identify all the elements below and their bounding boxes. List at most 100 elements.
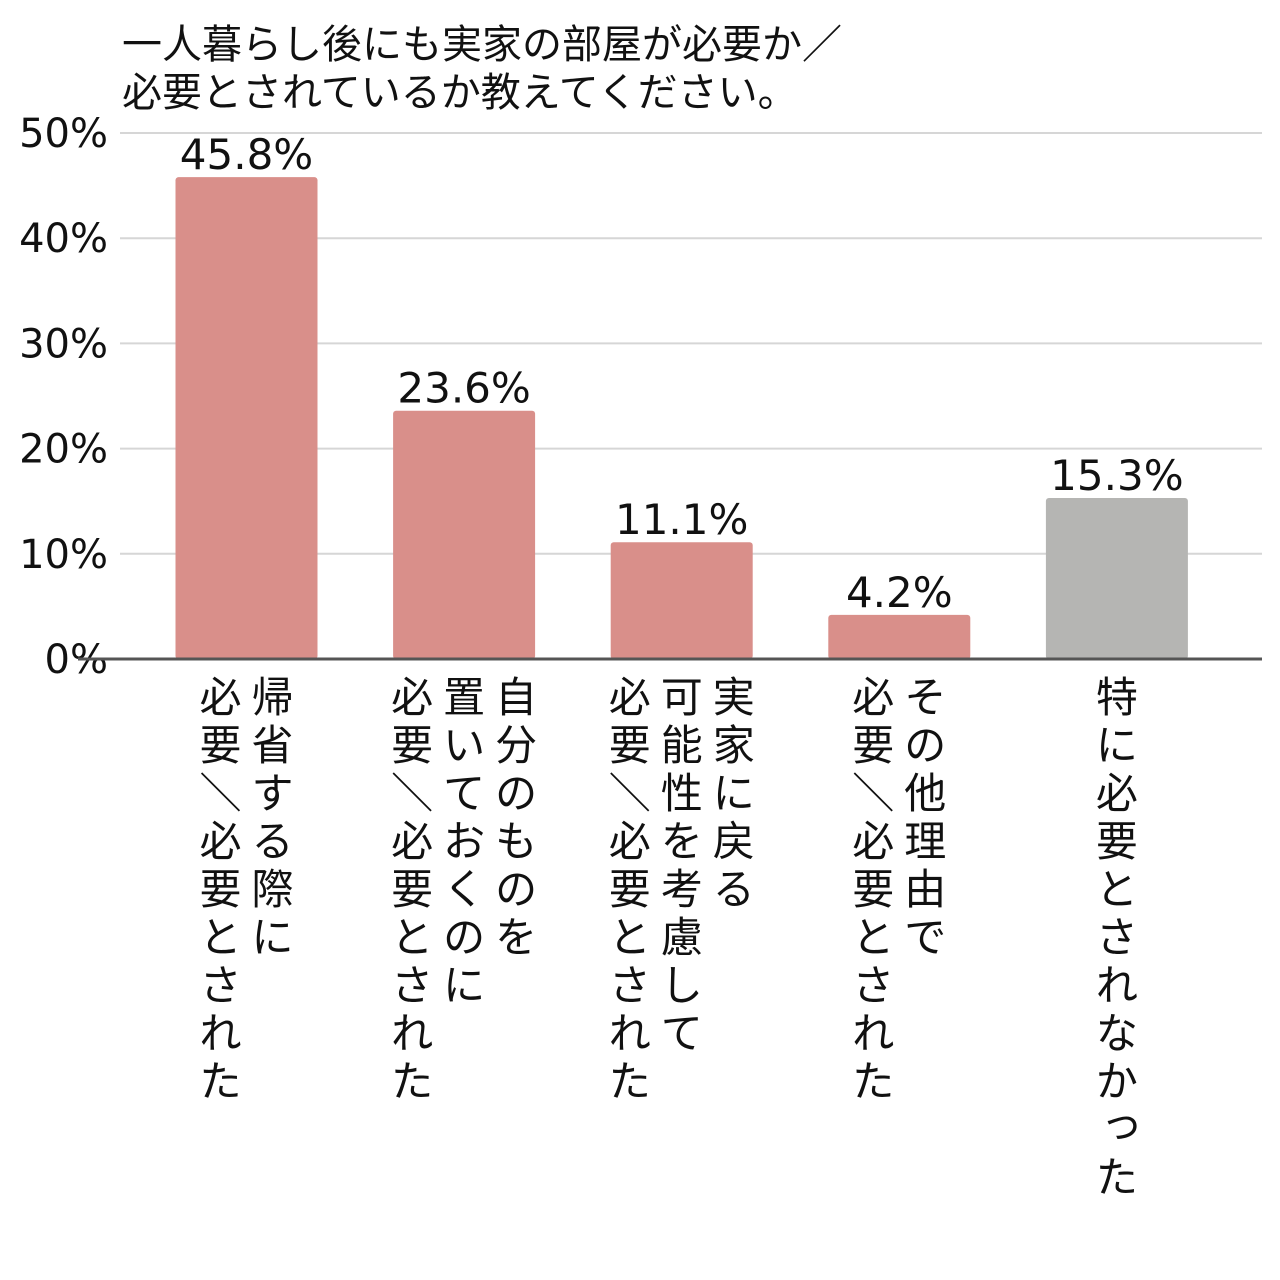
bars xyxy=(175,177,1188,659)
data-label: 23.6% xyxy=(397,364,530,413)
category-label-char: に xyxy=(713,769,755,818)
category-label-char: 要 xyxy=(391,721,433,770)
category-label-char: さ xyxy=(609,961,651,1010)
category-label-char: た xyxy=(391,1057,433,1106)
category-label-char: 必 xyxy=(199,817,241,866)
category-label-char: ＼ xyxy=(199,769,241,818)
category-label-char: と xyxy=(199,913,241,962)
chart-title-line-1: 一人暮らし後にも実家の部屋が必要か／ xyxy=(122,22,842,68)
category-label-char: 要 xyxy=(609,865,651,914)
category-label-char: 要 xyxy=(852,721,894,770)
category-label-char: 分 xyxy=(495,721,537,770)
chart-title-line-2: 必要とされているか教えてください。 xyxy=(122,70,798,116)
category-label-char: 省 xyxy=(251,721,293,770)
y-axis-ticks: 0%10%20%30%40%50% xyxy=(19,111,108,683)
category-label-char: と xyxy=(391,913,433,962)
data-label: 11.1% xyxy=(615,495,748,544)
category-label-char: 要 xyxy=(391,865,433,914)
category-label-char: 要 xyxy=(852,865,894,914)
category-label-char: っ xyxy=(1101,1099,1143,1148)
category-label-char: る xyxy=(251,817,293,866)
category-label-char: に xyxy=(443,961,485,1010)
category-label-char: た xyxy=(852,1057,894,1106)
category-label-char: て xyxy=(443,769,485,818)
y-tick-label: 40% xyxy=(19,216,108,262)
category-label-char: の xyxy=(443,913,485,962)
y-tick-label: 20% xyxy=(19,427,108,473)
category-label-char: た xyxy=(199,1057,241,1106)
category-label-char: 他 xyxy=(904,769,946,818)
category-label-char: お xyxy=(443,817,485,866)
category-label-char: れ xyxy=(391,1009,433,1058)
category-label-char: に xyxy=(1096,721,1138,770)
category-label-char: 特 xyxy=(1096,673,1138,722)
category-label-char: と xyxy=(609,913,651,962)
category-label-char: 置 xyxy=(443,673,485,722)
category-label-char: な xyxy=(1096,1009,1138,1058)
category-labels: 帰省する際に必要＼必要とされた自分のものを置いておくのに必要＼必要とされた実家に… xyxy=(199,673,1142,1202)
category-label-char: さ xyxy=(852,961,894,1010)
category-label-char: 帰 xyxy=(251,673,293,722)
category-label-char: 必 xyxy=(609,817,651,866)
category-label-char: 実 xyxy=(713,673,755,722)
category-label-char: で xyxy=(904,913,946,962)
category-label-char: の xyxy=(495,865,537,914)
category-label-char: 可 xyxy=(661,673,703,722)
category-label-char: 能 xyxy=(661,721,703,770)
category-label-char: ＼ xyxy=(852,769,894,818)
category-label-char: か xyxy=(1096,1057,1138,1106)
category-label-char: た xyxy=(1096,1153,1138,1202)
category-label-char: と xyxy=(852,913,894,962)
category-label-char: れ xyxy=(1096,961,1138,1010)
category-label-char: れ xyxy=(609,1009,651,1058)
category-label-char: 必 xyxy=(609,673,651,722)
category-label-char: そ xyxy=(904,673,946,722)
y-tick-label: 50% xyxy=(19,111,108,157)
category-label-char: 必 xyxy=(852,673,894,722)
category-label-char: の xyxy=(904,721,946,770)
category-label-char: れ xyxy=(852,1009,894,1058)
category-label-char: 際 xyxy=(251,865,293,914)
category-label-char: と xyxy=(1096,865,1138,914)
category-label-char: さ xyxy=(1096,913,1138,962)
category-label-char: た xyxy=(609,1057,651,1106)
category-label-char: を xyxy=(661,817,703,866)
category-label-char: い xyxy=(443,721,485,770)
value-labels: 45.8% 23.6% 11.1% 4.2% 15.3% xyxy=(180,130,1184,617)
category-label-char: を xyxy=(495,913,537,962)
bar xyxy=(1045,498,1188,659)
category-label-char: ＼ xyxy=(609,769,651,818)
category-label-char: 慮 xyxy=(661,913,703,962)
category-label-char: 要 xyxy=(199,721,241,770)
y-tick-label: 30% xyxy=(19,321,108,367)
category-label-char: さ xyxy=(199,961,241,1010)
category-label-char: さ xyxy=(391,961,433,1010)
bar xyxy=(828,614,971,659)
category-label-char: も xyxy=(495,817,537,866)
category-label-char: 戻 xyxy=(713,817,755,866)
category-label-char: 要 xyxy=(199,865,241,914)
category-label-char: 性 xyxy=(661,769,703,818)
category-label-char: す xyxy=(251,769,293,818)
category-label-char: れ xyxy=(199,1009,241,1058)
data-label: 45.8% xyxy=(180,130,313,179)
data-label: 4.2% xyxy=(846,568,953,617)
category-label-char: 必 xyxy=(852,817,894,866)
data-label: 15.3% xyxy=(1050,451,1183,500)
category-label-char: し xyxy=(661,961,703,1010)
category-label-char: 必 xyxy=(1096,769,1138,818)
bar xyxy=(610,542,753,659)
category-label-char: く xyxy=(443,865,485,914)
category-label-char: 考 xyxy=(661,865,703,914)
category-label-char: 必 xyxy=(199,673,241,722)
category-label-char: 要 xyxy=(1096,817,1138,866)
category-label-char: 由 xyxy=(904,865,946,914)
category-label-char: 家 xyxy=(713,721,755,770)
category-label-char: 要 xyxy=(609,721,651,770)
category-label-char: ＼ xyxy=(391,769,433,818)
category-label-char: る xyxy=(713,865,755,914)
category-label-char: 必 xyxy=(391,817,433,866)
category-label-char: 必 xyxy=(391,673,433,722)
